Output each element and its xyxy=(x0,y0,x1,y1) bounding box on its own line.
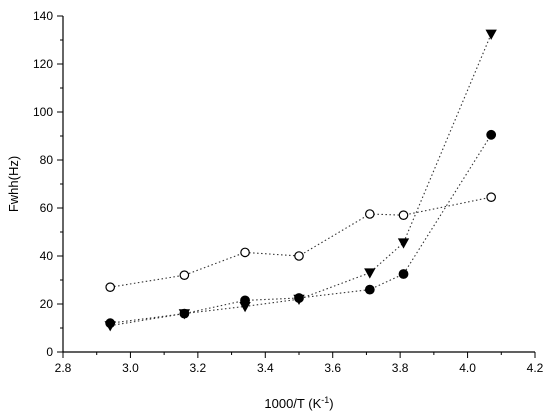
triangle-down-marker xyxy=(364,268,376,279)
open-circle-marker xyxy=(294,251,304,261)
y-tick-label: 60 xyxy=(40,201,54,215)
triangle-down-marker xyxy=(397,238,410,249)
x-axis-label-sup: -1 xyxy=(321,395,329,405)
x-tick-label: 3.6 xyxy=(324,361,341,375)
y-tick-label: 0 xyxy=(46,345,53,359)
series-line xyxy=(110,33,492,327)
triangle-down-marker xyxy=(178,309,191,320)
x-axis-label-suffix: ) xyxy=(329,396,333,411)
x-tick-label: 4.0 xyxy=(459,361,476,375)
open-circle-marker xyxy=(398,210,409,220)
open-circle-marker xyxy=(240,247,250,258)
triangle-down-marker xyxy=(485,29,497,40)
x-tick-label: 3.8 xyxy=(392,361,409,375)
x-ticks: 2.8 3.0 3.2 3.4 3.6 3.8 4.0 4.2 xyxy=(55,352,544,375)
open-circle-marker xyxy=(179,270,190,280)
y-tick-label: 40 xyxy=(40,249,54,263)
triangle-down-marker xyxy=(293,294,305,306)
open-circle-marker xyxy=(486,192,496,202)
y-tick-label: 140 xyxy=(33,9,53,23)
y-tick-label: 80 xyxy=(40,153,54,167)
x-tick-label: 3.4 xyxy=(257,361,274,375)
triangle-down-marker xyxy=(239,301,251,313)
series-group xyxy=(104,29,497,332)
x-tick-label: 3.0 xyxy=(122,361,139,375)
y-axis-label: Fwhh(Hz) xyxy=(6,156,21,212)
x-tick-label: 3.2 xyxy=(190,361,207,375)
filled-circle-marker xyxy=(398,269,409,279)
x-axis-label-main: 1000/T (K xyxy=(264,396,321,411)
filled-circle-marker xyxy=(486,129,497,140)
series-3 xyxy=(104,29,497,332)
y-ticks: 0 20 40 60 80 100 120 140 xyxy=(33,9,63,359)
x-tick-label: 4.2 xyxy=(527,361,544,375)
x-tick-label: 2.8 xyxy=(55,361,72,375)
filled-circle-marker xyxy=(364,284,375,295)
y-tick-label: 120 xyxy=(33,57,53,71)
y-tick-label: 100 xyxy=(33,105,53,119)
triangle-down-marker xyxy=(104,321,116,332)
series-line xyxy=(110,196,492,288)
y-tick-label: 20 xyxy=(40,297,54,311)
open-circle-marker xyxy=(364,209,375,219)
open-circle-marker xyxy=(105,282,115,292)
series-1 xyxy=(105,192,496,292)
x-axis-label: 1000/T (K-1) xyxy=(264,395,333,411)
